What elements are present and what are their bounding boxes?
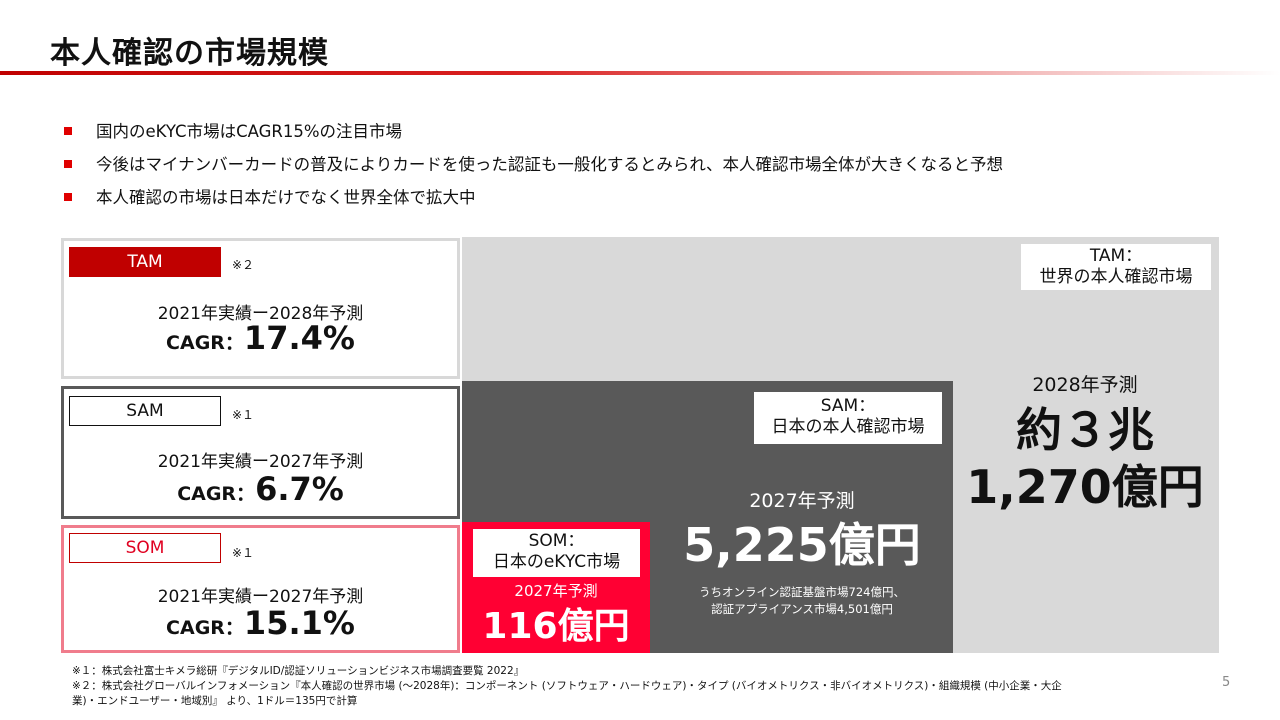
som-market-label: SOM： 日本のeKYC市場 [473, 529, 640, 577]
tam-market-label-line2: 世界の本人確認市場 [1039, 267, 1193, 287]
footnote: 業)・エンドユーザー・地域別』 より、1ドル＝135円で計算 [72, 695, 358, 707]
tam-forecast-value-line1: 約３兆 [1016, 403, 1154, 457]
bullet-square-icon [64, 127, 72, 135]
tam-cagr-box: TAM ※２ 2021年実績ー2028年予測 CAGR：17.4% [61, 238, 460, 379]
sam-forecast-value: 5,225億円 [683, 518, 921, 572]
som-forecast-value: 116億円 [482, 606, 630, 647]
tam-tag: TAM [69, 247, 221, 277]
bullet-text: 本人確認の市場は日本だけでなく世界全体で拡大中 [96, 188, 476, 207]
slide-title: 本人確認の市場規模 [50, 36, 329, 71]
tam-cagr-label: CAGR： [166, 332, 244, 354]
tam-cagr: CAGR：17.4% [64, 319, 457, 357]
som-cagr-value: 15.1% [243, 604, 355, 642]
bullet-square-icon [64, 160, 72, 168]
som-tag: SOM [69, 533, 221, 563]
sam-cagr-label: CAGR： [177, 483, 256, 505]
sam-tag: SAM [69, 396, 221, 426]
sam-cagr: CAGR：6.7% [64, 470, 457, 508]
bullet-item: 国内のeKYC市場はCAGR15%の注目市場 [64, 118, 402, 142]
tam-forecast-value-line2: 1,270億円 [966, 460, 1204, 514]
tam-cagr-value: 17.4% [243, 319, 355, 357]
som-cagr: CAGR：15.1% [64, 604, 457, 642]
sam-period: 2021年実績ー2027年予測 [157, 452, 364, 472]
tam-period: 2021年実績ー2028年予測 [157, 304, 364, 324]
som-market-label-line1: SOM： [528, 531, 585, 551]
som-period: 2021年実績ー2027年予測 [157, 587, 364, 607]
sam-cagr-value: 6.7% [255, 470, 344, 508]
title-underline [0, 71, 1280, 75]
sam-market-label-line2: 日本の本人確認市場 [771, 417, 925, 437]
sam-note-ref: ※１ [232, 408, 255, 422]
som-forecast-year: 2027年予測 [514, 582, 598, 600]
sam-breakdown-line1: うちオンライン認証基盤市場724億円、 [699, 585, 905, 599]
sam-market-label-line1: SAM： [820, 396, 876, 416]
page-number: 5 [1222, 675, 1231, 690]
sam-market-label: SAM： 日本の本人確認市場 [754, 392, 942, 444]
tam-forecast-year: 2028年予測 [1032, 374, 1138, 396]
bullet-square-icon [64, 193, 72, 201]
sam-breakdown-line2: 認証アプライアンス市場4,501億円 [711, 602, 893, 616]
sam-cagr-box: SAM ※１ 2021年実績ー2027年予測 CAGR：6.7% [61, 386, 460, 519]
bullet-item: 本人確認の市場は日本だけでなく世界全体で拡大中 [64, 184, 476, 208]
bullet-text: 今後はマイナンバーカードの普及によりカードを使った認証も一般化するとみられ、本人… [96, 155, 1004, 174]
tam-note-ref: ※２ [232, 258, 255, 272]
som-cagr-box: SOM ※１ 2021年実績ー2027年予測 CAGR：15.1% [61, 525, 460, 653]
footnote: ※２：株式会社グローバルインフォメーション『本人確認の世界市場 (～2028年)… [72, 680, 1062, 692]
footnote: ※１：株式会社富士キメラ総研『デジタルID/認証ソリューションビジネス市場調査要… [72, 665, 525, 677]
bullet-item: 今後はマイナンバーカードの普及によりカードを使った認証も一般化するとみられ、本人… [64, 151, 1003, 175]
som-note-ref: ※１ [232, 546, 255, 560]
tam-market-label: TAM： 世界の本人確認市場 [1021, 244, 1211, 290]
som-cagr-label: CAGR： [166, 617, 244, 639]
tam-market-label-line1: TAM： [1089, 246, 1143, 266]
sam-forecast-year: 2027年予測 [749, 490, 855, 512]
som-market-label-line2: 日本のeKYC市場 [492, 552, 621, 572]
bullet-text: 国内のeKYC市場はCAGR15%の注目市場 [96, 122, 403, 141]
